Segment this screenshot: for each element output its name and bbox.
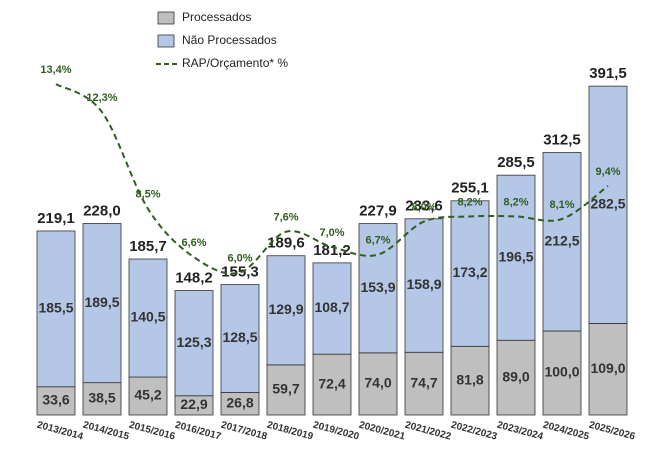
x-tick-label: 2013/2014 <box>36 420 85 443</box>
line-label: 7,6% <box>273 212 298 224</box>
legend-label: Não Processados <box>182 33 277 47</box>
line-label: 6,7% <box>365 235 390 247</box>
bar-segment <box>358 352 398 416</box>
value-label: 108,7 <box>314 299 349 315</box>
total-label: 185,7 <box>129 238 167 255</box>
line-label: 8,5% <box>135 189 160 201</box>
x-tick-label: 2016/2017 <box>174 420 223 443</box>
line-label: 8,2% <box>503 196 528 208</box>
value-label: 22,9 <box>180 396 207 412</box>
value-label: 212,5 <box>544 232 579 248</box>
line-series <box>55 83 609 275</box>
x-tick-label: 2023/2024 <box>496 420 545 443</box>
total-label: 391,5 <box>589 65 627 82</box>
value-label: 196,5 <box>498 248 533 264</box>
total-label: 155,3 <box>221 264 259 281</box>
value-label: 33,6 <box>42 392 69 408</box>
bar-segment <box>36 230 76 388</box>
value-label: 38,5 <box>88 390 115 406</box>
x-tick-label: 2024/2025 <box>542 420 591 443</box>
x-tick-label: 2015/2016 <box>128 420 177 443</box>
line-label: 7,0% <box>319 227 344 239</box>
value-label: 158,9 <box>406 276 441 292</box>
bar-segment <box>266 255 306 366</box>
bar-segment <box>312 353 352 416</box>
total-label: 181,2 <box>313 242 351 259</box>
bar-segment <box>128 376 168 416</box>
bar-segment <box>542 152 582 332</box>
bar-segment <box>450 200 490 347</box>
bar-segment <box>312 262 352 355</box>
legend-label: Processados <box>182 10 251 24</box>
value-label: 173,2 <box>452 264 487 280</box>
bar-segment <box>404 218 444 353</box>
total-label: 227,9 <box>359 203 397 220</box>
value-label: 45,2 <box>134 387 161 403</box>
total-label: 285,5 <box>497 154 535 171</box>
value-label: 109,0 <box>590 360 625 376</box>
line-label: 8,0% <box>411 201 436 213</box>
x-tick-label: 2022/2023 <box>450 420 499 443</box>
x-tick-label: 2014/2015 <box>82 420 131 443</box>
value-label: 100,0 <box>544 364 579 380</box>
value-label: 74,0 <box>364 375 391 391</box>
bar-segment <box>358 223 398 354</box>
bar-segment <box>542 330 582 416</box>
total-label: 228,0 <box>83 202 121 219</box>
line-label: 9,4% <box>595 166 620 178</box>
total-label: 312,5 <box>543 131 581 148</box>
total-label: 255,1 <box>451 180 489 197</box>
value-label: 128,5 <box>222 329 257 345</box>
legend-label: RAP/Orçamento* % <box>182 56 288 70</box>
legend-swatch <box>157 11 175 25</box>
value-label: 89,0 <box>502 368 529 384</box>
value-label: 125,3 <box>176 334 211 350</box>
value-label: 81,8 <box>456 371 483 387</box>
value-label: 59,7 <box>272 381 299 397</box>
bar-segment <box>496 174 536 341</box>
line-label: 8,1% <box>549 199 574 211</box>
x-tick-label: 2025/2026 <box>588 420 637 443</box>
bar-segment <box>496 339 536 416</box>
x-tick-label: 2018/2019 <box>266 420 315 443</box>
bar-segment <box>266 364 306 416</box>
legend-swatch <box>157 34 175 48</box>
total-label: 219,1 <box>37 210 75 227</box>
value-label: 26,8 <box>226 394 253 410</box>
x-tick-label: 2020/2021 <box>358 420 407 443</box>
value-label: 185,5 <box>38 300 73 316</box>
bar-segment <box>82 223 122 384</box>
line-label: 12,3% <box>86 92 117 104</box>
value-label: 129,9 <box>268 301 303 317</box>
line-label: 6,6% <box>181 237 206 249</box>
line-label: 8,2% <box>457 196 482 208</box>
line-label: 13,4% <box>40 64 71 76</box>
value-label: 74,7 <box>410 374 437 390</box>
x-tick-label: 2021/2022 <box>404 420 453 443</box>
bar-segment <box>588 85 628 324</box>
bar-segment <box>174 290 214 397</box>
total-label: 233,6 <box>405 198 443 215</box>
bar-segment <box>404 351 444 416</box>
value-label: 189,5 <box>84 294 119 310</box>
value-label: 153,9 <box>360 279 395 295</box>
value-label: 282,5 <box>590 195 625 211</box>
value-label: 140,5 <box>130 309 165 325</box>
total-label: 148,2 <box>175 269 213 286</box>
bar-segment <box>36 386 76 416</box>
value-label: 72,4 <box>318 375 345 391</box>
bar-segment <box>128 258 168 378</box>
x-tick-label: 2019/2020 <box>312 420 361 443</box>
bar-segment <box>220 284 260 393</box>
line-label: 6,0% <box>227 252 252 264</box>
total-label: 189,6 <box>267 235 305 252</box>
x-tick-label: 2017/2018 <box>220 420 269 443</box>
